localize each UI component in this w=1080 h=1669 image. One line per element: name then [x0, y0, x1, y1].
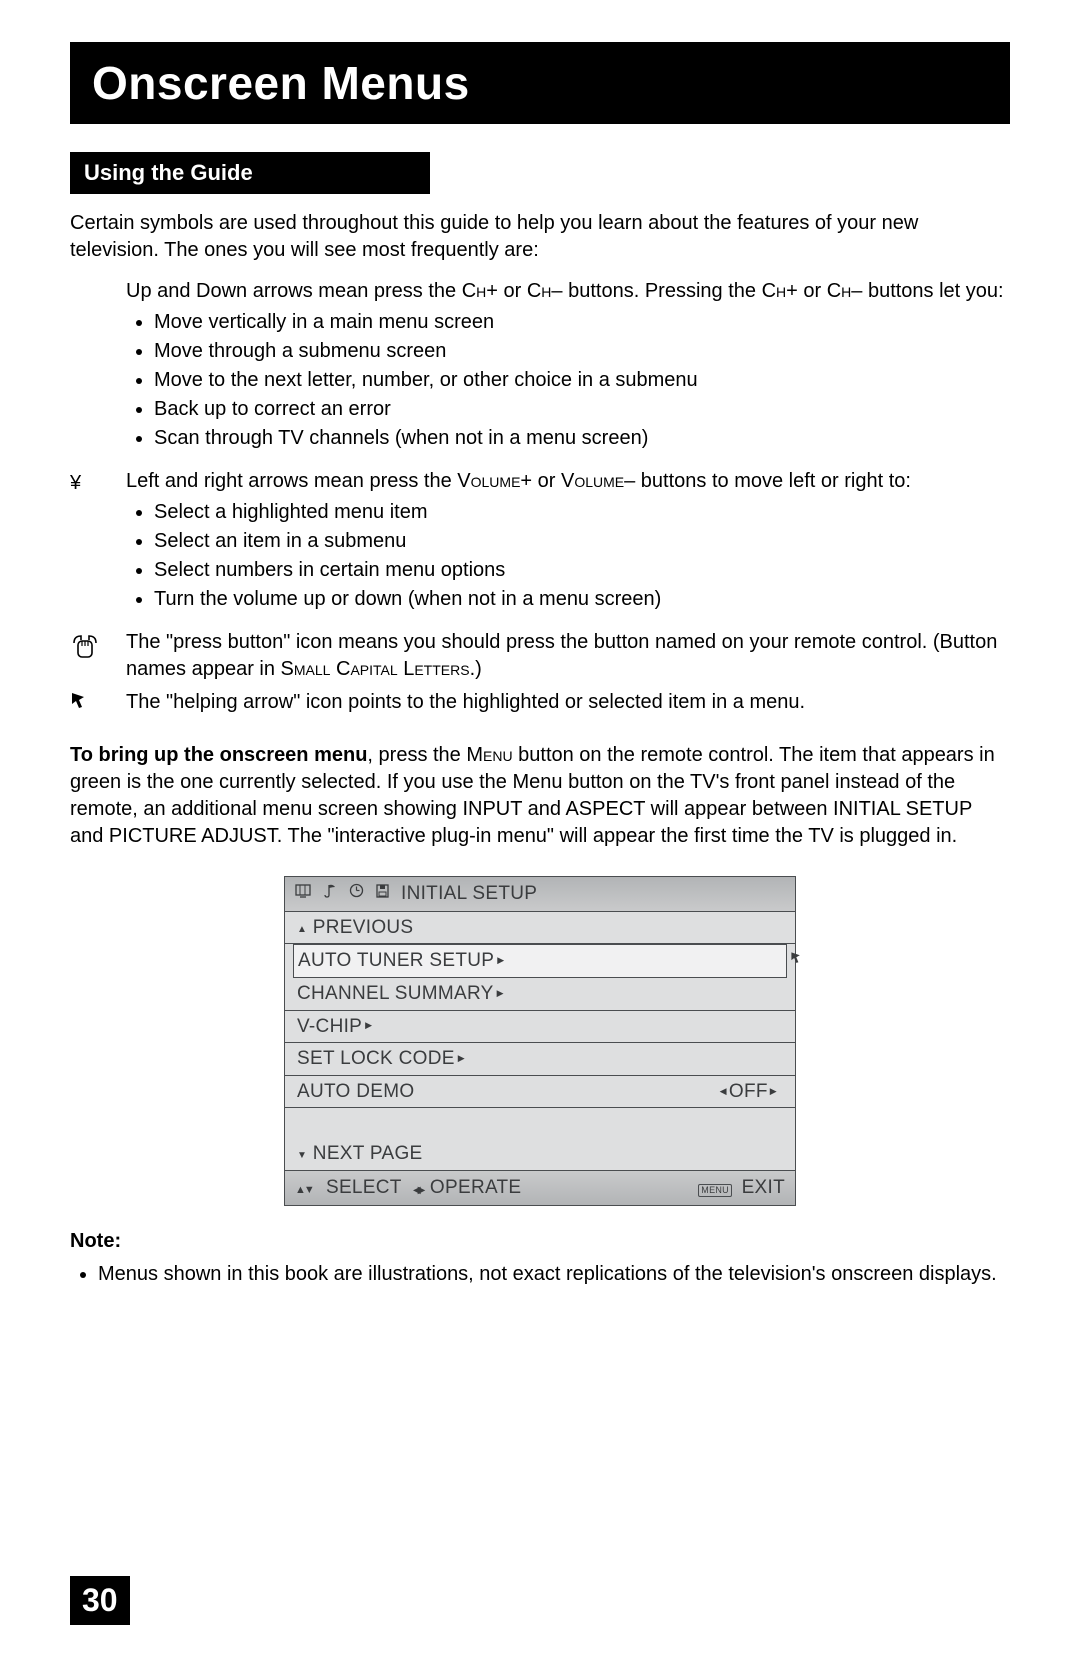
intro-text: Certain symbols are used throughout this…	[70, 210, 1010, 264]
symbol-entry-press: The "press button" icon means you should…	[70, 629, 1010, 683]
osd-blank	[285, 1108, 795, 1138]
osd-row: SET LOCK CODE ▶	[285, 1043, 795, 1076]
note-heading: Note:	[70, 1228, 1010, 1255]
osd-row: V-CHIP ▶	[285, 1011, 795, 1044]
para-bold: To bring up the onscreen menu	[70, 744, 367, 766]
small-caps-example: Small Capital Letters	[281, 658, 470, 680]
section-heading: Using the Guide	[70, 152, 430, 194]
helping-text: The "helping arrow" icon points to the h…	[126, 691, 805, 713]
list-item: Menus shown in this book are illustratio…	[98, 1261, 1010, 1288]
pointer-arrow-icon	[790, 951, 804, 970]
page-number: 30	[70, 1576, 130, 1625]
osd-row: AUTO DEMO ◀OFF▶	[285, 1076, 795, 1109]
list-item: Move through a submenu screen	[154, 338, 1010, 365]
list-item: Select numbers in certain menu options	[154, 557, 1010, 584]
updown-icon	[70, 278, 126, 462]
list-item: Select an item in a submenu	[154, 528, 1010, 555]
symbol-entry-updown: Up and Down arrows mean press the Ch+ or…	[70, 278, 1010, 462]
leftright-lead: Left and right arrows mean press the	[126, 470, 457, 492]
page-title: Onscreen Menus	[70, 42, 1010, 124]
menu-word: Menu	[466, 744, 512, 766]
note-icon	[323, 883, 337, 905]
vol-minus: Volume–	[561, 470, 635, 492]
updown-lead: Up and Down arrows mean press the	[126, 280, 462, 302]
list-item: Move vertically in a main menu screen	[154, 309, 1010, 336]
osd-title: INITIAL SETUP	[401, 881, 537, 907]
list-item: Back up to correct an error	[154, 396, 1010, 423]
tv-icon	[295, 884, 311, 904]
vol-plus: Volume+	[457, 470, 532, 492]
press-button-icon	[70, 629, 126, 683]
osd-row-selected: AUTO TUNER SETUP ▶	[293, 944, 787, 978]
list-item: Select a highlighted menu item	[154, 499, 1010, 526]
press-text: The "press button" icon means you should…	[126, 631, 997, 680]
list-item: Turn the volume up or down (when not in …	[154, 586, 1010, 613]
ch-plus: Ch+	[462, 280, 498, 302]
helping-arrow-icon	[70, 689, 126, 716]
osd-header: INITIAL SETUP	[285, 877, 795, 912]
osd-previous: ▲ PREVIOUS	[285, 912, 795, 945]
note-list: Menus shown in this book are illustratio…	[70, 1261, 1010, 1288]
leftright-bullets: Select a highlighted menu item Select an…	[126, 499, 1010, 613]
ch-minus: Ch–	[527, 280, 563, 302]
osd-row: CHANNEL SUMMARY ▶	[285, 978, 795, 1011]
leftright-icon: ¥	[70, 468, 126, 623]
clock-icon	[349, 883, 364, 904]
menu-button-label: MENU	[698, 1184, 732, 1197]
main-paragraph: To bring up the onscreen menu, press the…	[70, 742, 1010, 850]
osd-menu: INITIAL SETUP ▲ PREVIOUS AUTO TUNER SETU…	[284, 876, 796, 1206]
osd-footer: ▲▼ SELECT ◀▶ OPERATE MENU EXIT	[285, 1171, 795, 1205]
symbol-entry-helping: The "helping arrow" icon points to the h…	[70, 689, 1010, 716]
osd-next: ▼ NEXT PAGE	[285, 1138, 795, 1171]
symbol-entry-leftright: ¥ Left and right arrows mean press the V…	[70, 468, 1010, 623]
updown-bullets: Move vertically in a main menu screen Mo…	[126, 309, 1010, 452]
list-item: Scan through TV channels (when not in a …	[154, 425, 1010, 452]
list-item: Move to the next letter, number, or othe…	[154, 367, 1010, 394]
save-icon	[376, 884, 389, 904]
